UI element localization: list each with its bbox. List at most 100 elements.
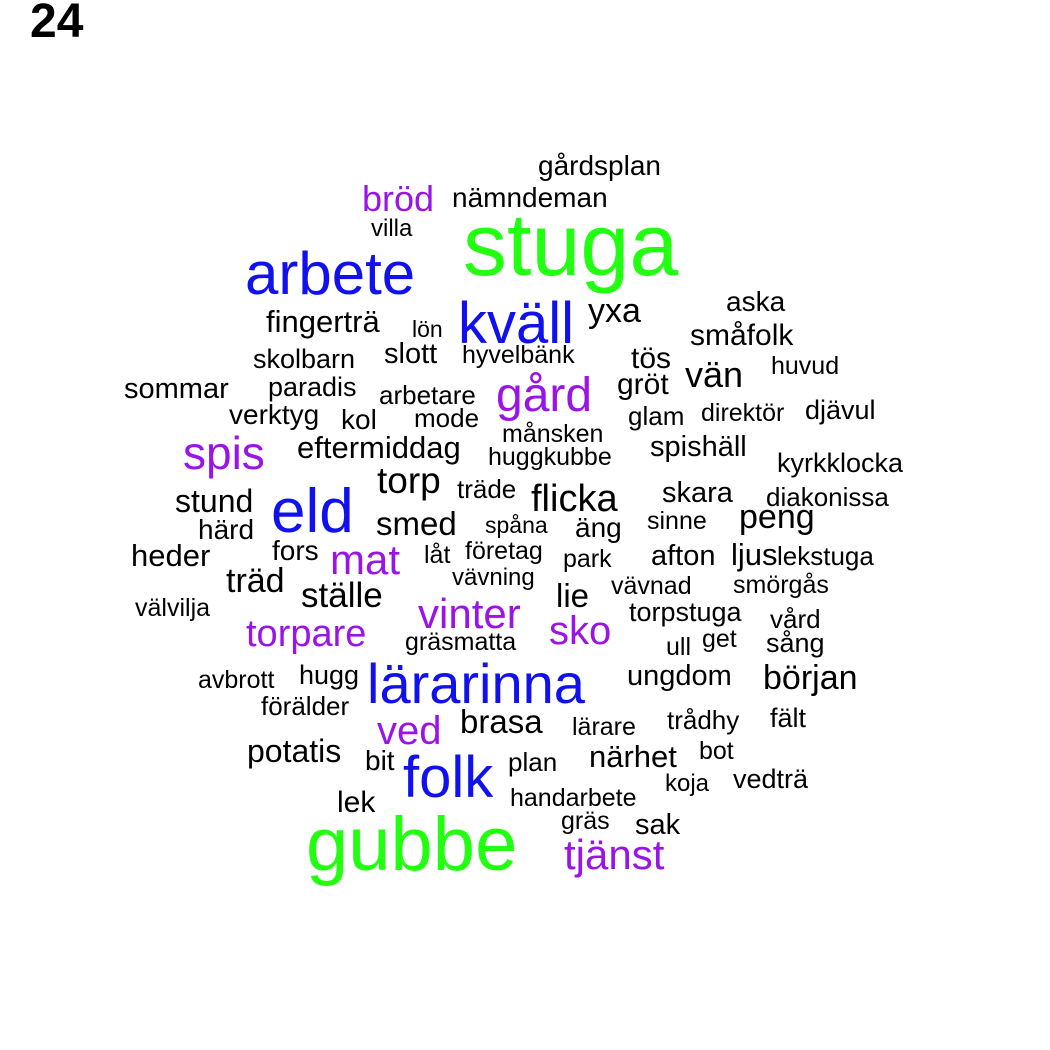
cloud-word-falt: fält [770,703,807,733]
cloud-word-eftermiddag: eftermiddag [297,430,461,465]
cloud-word-tos: tös [631,342,671,375]
cloud-word-vinter: vinter [418,590,521,637]
cloud-word-vedtra: vedträ [733,764,809,794]
cloud-word-borjan: början [763,659,858,697]
cloud-word-foretag: företag [465,537,543,565]
cloud-word-lie: lie [556,577,589,614]
cloud-word-mode: mode [414,403,479,433]
cloud-word-spishall: spishäll [650,431,747,463]
cloud-word-torp: torp [377,460,441,501]
cloud-word-stuga: stuga [463,195,678,294]
cloud-word-spis: spis [183,427,265,479]
cloud-word-smorgas: smörgås [733,571,829,599]
cloud-word-gard: gård [496,369,592,422]
cloud-word-slott: slott [384,338,437,370]
cloud-word-spana: spåna [485,512,548,538]
cloud-word-flicka: flicka [531,478,618,520]
cloud-word-bit: bit [365,745,395,776]
cloud-word-torpare: torpare [246,613,366,655]
cloud-word-plan: plan [508,747,557,777]
cloud-word-fingertra: fingerträ [266,304,380,339]
cloud-word-peng: peng [739,498,815,536]
cloud-word-van: vän [685,354,743,395]
cloud-word-aska: aska [726,286,786,317]
cloud-word-hard: härd [198,514,254,545]
cloud-word-djavul: djävul [805,395,876,425]
cloud-word-grot: gröt [617,368,669,401]
cloud-word-arbetare: arbetare [379,380,476,410]
cloud-word-tjanst: tjänst [564,831,665,878]
cloud-word-sak: sak [635,809,681,841]
cloud-word-verktyg: verktyg [229,399,319,430]
cloud-word-paradis: paradis [268,372,357,402]
cloud-word-huggkubbe: huggkubbe [488,443,612,471]
cloud-word-lekstuga: lekstuga [777,541,874,571]
cloud-word-smafolk: småfolk [690,319,794,352]
cloud-word-kyrkklocka: kyrkklocka [777,448,904,478]
cloud-word-afton: afton [651,540,716,572]
cloud-word-ungdom: ungdom [627,660,732,692]
cloud-word-brod: bröd [362,178,434,219]
cloud-word-get: get [702,625,737,653]
cloud-word-avbrott: avbrott [198,666,274,694]
cloud-word-ang: äng [575,512,622,543]
cloud-word-skara: skara [662,477,734,509]
cloud-word-handarbete: handarbete [510,784,637,812]
cloud-word-valvilja: välvilja [135,594,210,622]
cloud-word-potatis: potatis [247,733,341,769]
cloud-word-mat: mat [330,536,400,583]
cloud-word-glam: glam [628,401,684,431]
cloud-word-torpstuga: torpstuga [629,597,743,627]
cloud-word-mansken: månsken [502,420,603,448]
cloud-word-ved: ved [377,709,442,753]
cloud-word-larare: lärare [572,713,636,741]
cloud-word-lon: lön [412,316,443,342]
cloud-word-brasa: brasa [460,703,543,740]
cloud-word-park: park [563,545,612,573]
cloud-word-vavnad: vävnad [611,572,692,600]
cloud-word-huvud: huvud [771,352,839,380]
cloud-word-koja: koja [665,770,710,797]
cloud-word-sinne: sinne [647,507,707,535]
cloud-word-fors: fors [272,535,319,566]
cloud-word-direktor: direktör [701,399,784,427]
cloud-word-diakonissa: diakonissa [766,482,889,512]
cloud-word-foralder: förälder [261,691,349,721]
cloud-word-eld: eld [271,477,354,546]
cloud-word-grasmatta: gräsmatta [405,628,516,656]
cloud-word-gardsplan: gårdsplan [538,150,661,181]
cloud-word-namndeman: nämndeman [452,182,608,213]
cloud-word-kol: kol [341,404,377,435]
cloud-word-trad: träd [226,562,285,600]
cloud-word-narhet: närhet [589,739,677,774]
cloud-word-vard: vård [770,604,821,634]
cloud-word-folk: folk [403,745,494,810]
cloud-word-lat: låt [424,541,450,569]
cloud-word-villa: villa [371,215,413,242]
cloud-word-ljus: ljus [731,537,778,572]
cloud-word-gras: gräs [561,807,610,835]
cloud-word-sommar: sommar [124,373,229,405]
cloud-word-heder: heder [131,538,210,573]
cloud-word-sang: sång [766,628,825,658]
cloud-word-ull: ull [666,633,691,661]
cloud-word-tradhy: trådhy [667,705,739,735]
cloud-word-stalle: ställe [301,576,383,615]
cloud-word-arbete: arbete [245,240,415,307]
cloud-word-kvall: kväll [458,291,574,356]
cloud-word-skolbarn: skolbarn [253,344,355,374]
cloud-word-hyvelbank: hyvelbänk [462,341,575,369]
cloud-word-lek: lek [337,786,376,819]
cloud-word-stund: stund [175,483,253,519]
cloud-word-hugg: hugg [299,660,359,690]
cloud-word-smed: smed [376,505,457,542]
cloud-word-trade: träde [457,474,516,504]
cloud-word-sko: sko [549,609,611,653]
cloud-word-vavning: vävning [452,564,535,591]
cloud-word-yxa: yxa [588,292,641,330]
cloud-word-lararinna: lärarinna [367,652,586,715]
cloud-word-gubbe: gubbe [306,802,517,887]
page-number: 24 [30,0,84,48]
